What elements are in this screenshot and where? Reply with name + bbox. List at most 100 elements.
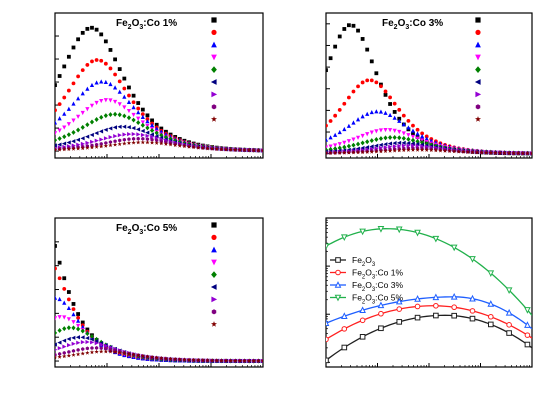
data-point — [365, 47, 370, 52]
data-point — [488, 313, 494, 320]
data-point — [127, 132, 132, 137]
data-point — [103, 143, 109, 148]
data-point — [145, 133, 150, 138]
data-point — [62, 354, 67, 359]
data-point — [337, 142, 342, 147]
data-point — [200, 358, 206, 363]
data-point — [233, 358, 238, 363]
data-point — [140, 120, 145, 125]
data-point — [85, 339, 90, 345]
data-point — [127, 85, 131, 90]
data-point — [62, 300, 67, 305]
label-part: O — [398, 18, 406, 29]
data-point — [122, 350, 127, 356]
data-point — [411, 143, 416, 148]
data-point — [200, 145, 206, 151]
data-point — [433, 148, 439, 153]
series-330-K — [55, 98, 263, 153]
data-point — [154, 134, 159, 139]
data-point — [103, 61, 108, 66]
data-point — [378, 142, 383, 148]
data-point — [369, 59, 374, 64]
data-point — [529, 151, 532, 156]
data-point — [136, 116, 141, 121]
data-point — [76, 312, 81, 316]
data-point — [103, 39, 108, 44]
data-point — [122, 105, 127, 110]
series-300-K — [55, 244, 263, 363]
data-point — [80, 320, 85, 325]
data-point — [401, 143, 407, 148]
data-point — [401, 135, 406, 141]
data-point — [186, 144, 192, 149]
data-point — [242, 147, 247, 153]
data-point — [140, 140, 145, 145]
data-point — [145, 354, 150, 359]
data-point — [104, 346, 108, 351]
data-point — [337, 108, 342, 112]
data-point — [173, 356, 178, 362]
label-part: 2 — [362, 287, 365, 293]
legend-marker — [475, 29, 481, 35]
data-point — [469, 315, 476, 322]
data-point — [66, 54, 71, 59]
data-point — [76, 142, 81, 147]
data-point — [62, 134, 67, 140]
data-point — [525, 151, 530, 156]
data-point — [392, 128, 397, 133]
data-point — [365, 149, 370, 154]
legend-marker — [474, 79, 481, 85]
series-340-K — [55, 111, 263, 153]
data-point — [346, 123, 351, 128]
label-part: 3 — [372, 300, 376, 306]
data-point — [223, 147, 229, 152]
data-point — [76, 96, 81, 101]
data-point — [113, 72, 117, 77]
data-point — [191, 357, 196, 362]
data-point — [108, 66, 113, 71]
data-point — [424, 147, 429, 152]
data-point — [141, 136, 145, 141]
data-point — [108, 126, 113, 131]
data-point — [395, 226, 403, 234]
legend-label: Fe2O3:Co 5% — [352, 293, 403, 306]
data-point — [237, 358, 243, 363]
data-point — [89, 132, 94, 138]
data-point — [337, 129, 342, 135]
series-310-K — [55, 266, 263, 363]
data-point — [136, 132, 141, 137]
data-point — [205, 358, 210, 363]
data-point — [55, 330, 58, 336]
series-300-K — [326, 23, 532, 156]
series-370-K — [55, 136, 263, 153]
data-point — [342, 150, 347, 155]
data-point — [369, 149, 374, 154]
data-point — [155, 138, 159, 143]
legend-marker — [335, 269, 341, 276]
data-point — [108, 143, 113, 148]
data-point — [66, 317, 71, 322]
data-point — [76, 37, 81, 42]
data-point — [126, 351, 132, 356]
data-point — [506, 322, 512, 328]
data-point — [75, 351, 81, 357]
data-point — [397, 107, 402, 112]
data-point — [80, 324, 85, 329]
data-point — [342, 101, 347, 106]
data-point — [66, 343, 72, 348]
data-point — [66, 325, 71, 331]
data-point — [57, 315, 62, 320]
data-point — [256, 148, 261, 153]
data-point — [75, 137, 81, 142]
data-point — [401, 113, 406, 118]
legend-marker — [475, 66, 481, 73]
label-part: O — [365, 293, 372, 303]
data-point — [112, 99, 118, 105]
data-point — [71, 320, 76, 325]
data-point — [71, 45, 76, 50]
data-point — [447, 148, 452, 153]
data-point — [351, 142, 356, 148]
plot-area — [326, 23, 532, 156]
data-point — [392, 115, 397, 120]
